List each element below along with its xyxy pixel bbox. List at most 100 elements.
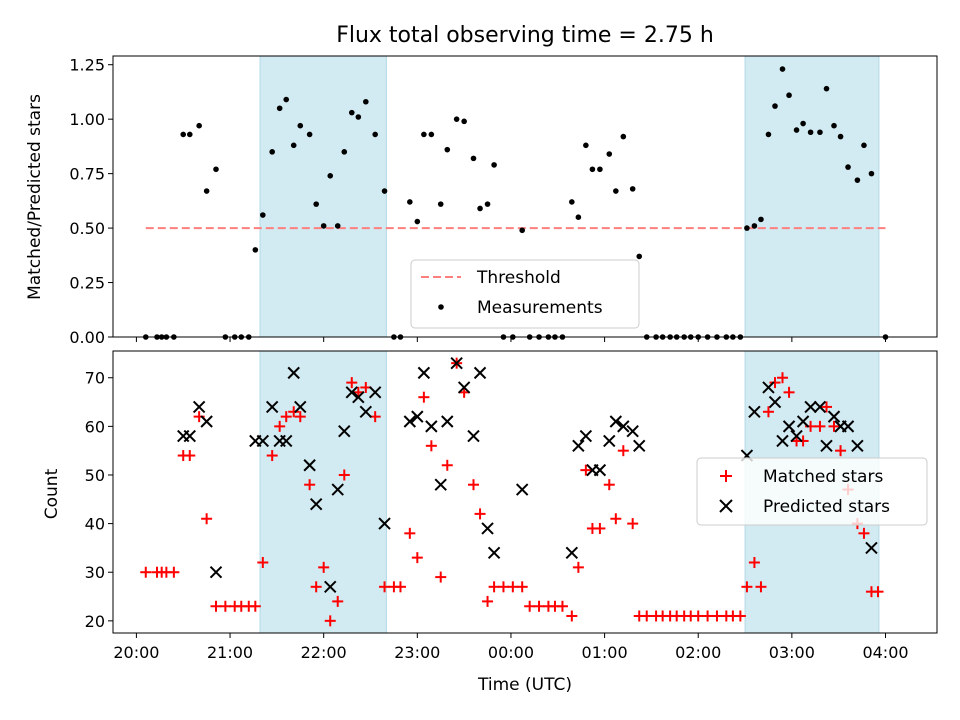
predicted-star-point	[209, 566, 223, 579]
predicted-star-point	[200, 415, 213, 428]
matched-star-point	[425, 440, 437, 452]
bottom-x-ticks: 20:00 21:00 22:00 23:00 00:00 01:00 02:00 03:00…	[113, 633, 909, 662]
predicted-star-point	[851, 439, 864, 453]
predicted-star-point	[450, 356, 463, 370]
measurements-legend-swatch	[438, 304, 444, 310]
matched-star-point	[324, 615, 336, 627]
predicted-star-point	[303, 459, 316, 472]
measurement-point	[772, 103, 778, 109]
matched-stars-legend-label: Matched stars	[763, 467, 883, 487]
matched-star-point	[441, 459, 453, 471]
matched-star-point	[572, 561, 584, 573]
predicted-star-point	[256, 434, 270, 448]
measurement-point	[203, 188, 210, 194]
measurement-point	[407, 199, 413, 205]
shaded-region-1	[259, 55, 387, 338]
y-tick-label: 50	[85, 466, 105, 485]
matched-star-point	[332, 595, 344, 607]
measurement-point	[313, 201, 319, 207]
measurement-point	[269, 149, 275, 155]
predicted-star-point	[515, 483, 529, 496]
matched-star-point	[266, 450, 278, 462]
predicted-star-point	[762, 381, 775, 394]
x-tick-label: 02:00	[675, 643, 721, 662]
matched-star-point	[488, 581, 500, 593]
measurement-point	[629, 186, 636, 192]
matched-stars-points	[140, 357, 884, 627]
matched-star-point	[219, 600, 231, 612]
measurement-point	[837, 133, 844, 140]
predicted-star-point	[434, 478, 447, 491]
top-y-ticks: 0.00 0.25 0.50 0.75 1.00 1.25	[69, 56, 113, 347]
measurement-point	[461, 118, 467, 125]
measurement-point	[477, 205, 483, 212]
matched-star-point	[821, 401, 833, 413]
y-tick-label: 1.25	[69, 56, 105, 75]
matched-star-point	[168, 566, 180, 578]
measurement-point	[636, 253, 643, 260]
matched-star-point	[769, 377, 781, 389]
measurement-point	[470, 155, 477, 162]
top-axes-frame	[112, 55, 938, 338]
predicted-star-point	[192, 400, 206, 414]
y-tick-label: 0.75	[69, 165, 105, 184]
matched-star-point	[435, 571, 447, 583]
measurement-point	[620, 133, 627, 140]
measurement-point	[283, 96, 290, 103]
y-tick-label: 0.50	[69, 219, 105, 238]
predicted-star-point	[796, 415, 810, 428]
matched-star-point	[762, 406, 774, 418]
bottom-legend-box	[696, 457, 928, 526]
x-tick-label: 20:00	[113, 643, 159, 662]
matched-star-point	[257, 557, 269, 568]
matched-star-point	[556, 600, 568, 612]
matched-star-point	[411, 552, 423, 564]
y-tick-label: 40	[85, 515, 105, 534]
measurement-point	[569, 199, 575, 205]
matched-star-point	[797, 435, 809, 447]
measurement-point	[575, 214, 582, 220]
matched-star-point	[294, 411, 306, 423]
measurement-point	[180, 131, 187, 138]
predicted-star-point	[309, 497, 323, 511]
matched-star-point	[394, 581, 406, 593]
matched-star-point	[777, 372, 788, 384]
predicted-star-point	[841, 420, 855, 433]
matched-star-point	[814, 420, 826, 432]
measurement-point	[186, 131, 193, 138]
measurement-point	[793, 127, 800, 133]
predicted-stars-legend-label: Predicted stars	[763, 497, 890, 517]
predicted-star-point	[487, 546, 501, 559]
x-tick-label: 23:00	[394, 643, 440, 662]
measurement-point	[861, 142, 867, 149]
predicted-star-point	[457, 381, 471, 394]
measurement-point	[786, 92, 792, 99]
measurement-point	[437, 201, 444, 207]
matched-stars-legend-swatch	[720, 470, 732, 482]
matched-star-point	[338, 469, 350, 481]
y-tick-label: 0.00	[69, 328, 105, 347]
matched-star-point	[474, 508, 486, 520]
matched-star-point	[858, 527, 870, 539]
matched-star-point	[482, 595, 494, 607]
predicted-star-point	[804, 400, 817, 414]
predicted-star-point	[609, 415, 623, 428]
measurement-point	[589, 166, 596, 173]
measurement-point	[355, 114, 362, 120]
matched-star-point	[692, 610, 704, 622]
matched-star-point	[497, 581, 509, 593]
predicted-star-point	[417, 366, 431, 380]
measurement-point	[779, 66, 786, 72]
shaded-region-2	[744, 55, 880, 338]
predicted-star-point	[481, 522, 494, 535]
matched-star-point	[734, 610, 746, 622]
predicted-stars-legend-swatch	[719, 499, 733, 513]
y-tick-label: 20	[85, 612, 105, 631]
measurement-point	[765, 131, 772, 138]
y-tick-label: 0.25	[69, 274, 105, 293]
measurement-point	[260, 212, 266, 218]
matched-star-point	[404, 527, 416, 539]
matched-star-point	[580, 464, 592, 476]
y-tick-label: 60	[85, 417, 105, 436]
matched-star-point	[524, 600, 536, 612]
